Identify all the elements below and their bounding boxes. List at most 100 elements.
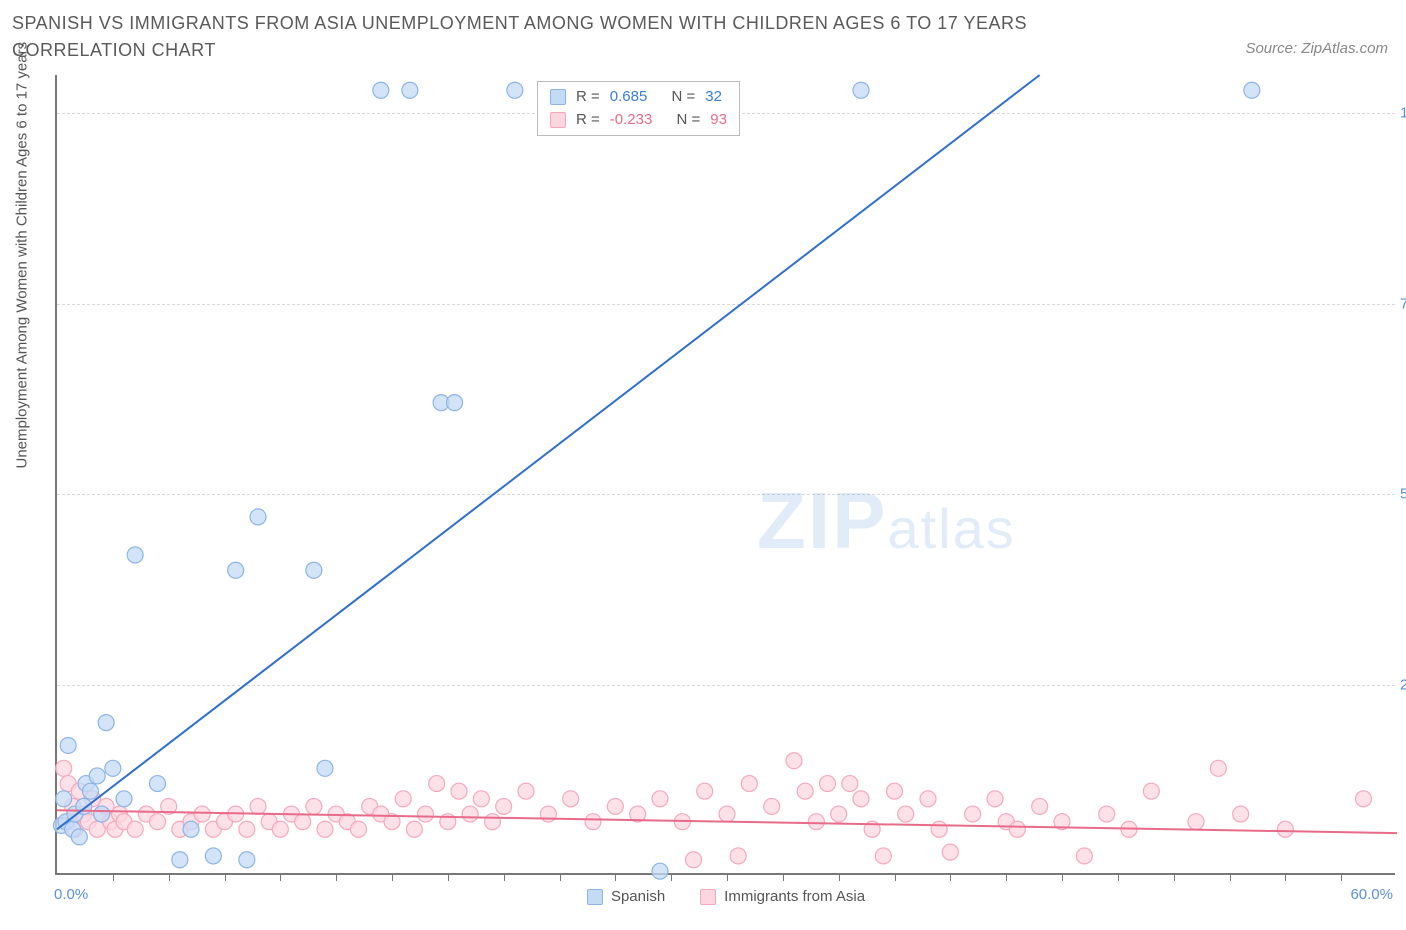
spanish-r-value: 0.685 (610, 86, 648, 109)
chart-title: SPANISH VS IMMIGRANTS FROM ASIA UNEMPLOY… (12, 10, 1112, 64)
x-tick (448, 873, 449, 881)
asia-marker (250, 798, 266, 814)
asia-n-value: 93 (710, 109, 727, 132)
asia-marker (272, 821, 288, 837)
asia-marker (1188, 814, 1204, 830)
spanish-marker (853, 82, 869, 98)
spanish-marker (94, 806, 110, 822)
asia-marker (239, 821, 255, 837)
n-label: N = (676, 109, 700, 132)
swatch-spanish (550, 89, 566, 105)
x-tick (169, 873, 170, 881)
x-tick (504, 873, 505, 881)
x-tick (113, 873, 114, 881)
asia-marker (563, 791, 579, 807)
x-tick (1174, 873, 1175, 881)
spanish-marker (205, 848, 221, 864)
asia-marker (741, 776, 757, 792)
spanish-marker (507, 82, 523, 98)
x-tick (392, 873, 393, 881)
spanish-marker (228, 562, 244, 578)
bottom-legend: Spanish Immigrants from Asia (587, 888, 865, 905)
asia-marker (317, 821, 333, 837)
y-tick-label: 50.0% (1400, 486, 1406, 503)
asia-marker (652, 791, 668, 807)
asia-marker (585, 814, 601, 830)
spanish-marker (56, 791, 72, 807)
stats-box: R = 0.685 N = 32 R = -0.233 N = 93 (537, 81, 740, 136)
asia-marker (808, 814, 824, 830)
asia-marker (1233, 806, 1249, 822)
asia-marker (898, 806, 914, 822)
asia-marker (1277, 821, 1293, 837)
x-tick (671, 873, 672, 881)
stats-row-spanish: R = 0.685 N = 32 (550, 86, 727, 109)
asia-marker (686, 852, 702, 868)
r-label: R = (576, 109, 600, 132)
asia-marker (719, 806, 735, 822)
r-label: R = (576, 86, 600, 109)
x-tick (783, 873, 784, 881)
swatch-asia (550, 112, 566, 128)
spanish-marker (150, 776, 166, 792)
legend-spanish: Spanish (587, 888, 665, 905)
plot-area: 25.0%50.0%75.0%100.0% ZIPatlas R = 0.685… (55, 75, 1395, 875)
asia-marker (1076, 848, 1092, 864)
asia-marker (1009, 821, 1025, 837)
asia-marker (797, 783, 813, 799)
spanish-marker (172, 852, 188, 868)
asia-marker (462, 806, 478, 822)
x-tick (1285, 873, 1286, 881)
y-tick-label: 100.0% (1400, 105, 1406, 122)
spanish-marker (306, 562, 322, 578)
x-tick (727, 873, 728, 881)
asia-marker (395, 791, 411, 807)
x-tick (1341, 873, 1342, 881)
asia-marker (931, 821, 947, 837)
asia-marker (965, 806, 981, 822)
asia-r-value: -0.233 (610, 109, 653, 132)
asia-marker (1356, 791, 1372, 807)
asia-marker (730, 848, 746, 864)
n-label: N = (671, 86, 695, 109)
spanish-marker (1244, 82, 1260, 98)
spanish-marker (83, 783, 99, 799)
stats-row-asia: R = -0.233 N = 93 (550, 109, 727, 132)
asia-marker (920, 791, 936, 807)
asia-marker (518, 783, 534, 799)
spanish-marker (105, 760, 121, 776)
asia-marker (406, 821, 422, 837)
asia-marker (56, 760, 72, 776)
swatch-asia-icon (700, 889, 716, 905)
y-axis-label: Unemployment Among Women with Children A… (14, 42, 31, 469)
spanish-marker (183, 821, 199, 837)
spanish-marker (71, 829, 87, 845)
spanish-marker (402, 82, 418, 98)
asia-marker (875, 848, 891, 864)
legend-asia-label: Immigrants from Asia (724, 888, 865, 905)
asia-marker (306, 798, 322, 814)
spanish-marker (127, 547, 143, 563)
asia-marker (150, 814, 166, 830)
x-tick (336, 873, 337, 881)
spanish-n-value: 32 (705, 86, 722, 109)
asia-marker (831, 806, 847, 822)
asia-marker (127, 821, 143, 837)
x-tick (1006, 873, 1007, 881)
spanish-marker (317, 760, 333, 776)
asia-marker (786, 753, 802, 769)
x-tick (1118, 873, 1119, 881)
asia-marker (451, 783, 467, 799)
asia-marker (295, 814, 311, 830)
asia-marker (473, 791, 489, 807)
asia-marker (1032, 798, 1048, 814)
asia-marker (607, 798, 623, 814)
x-tick (895, 873, 896, 881)
spanish-marker (373, 82, 389, 98)
asia-marker (987, 791, 1003, 807)
asia-marker (429, 776, 445, 792)
swatch-spanish-icon (587, 889, 603, 905)
asia-marker (194, 806, 210, 822)
spanish-marker (447, 395, 463, 411)
source-credit: Source: ZipAtlas.com (1245, 40, 1388, 57)
